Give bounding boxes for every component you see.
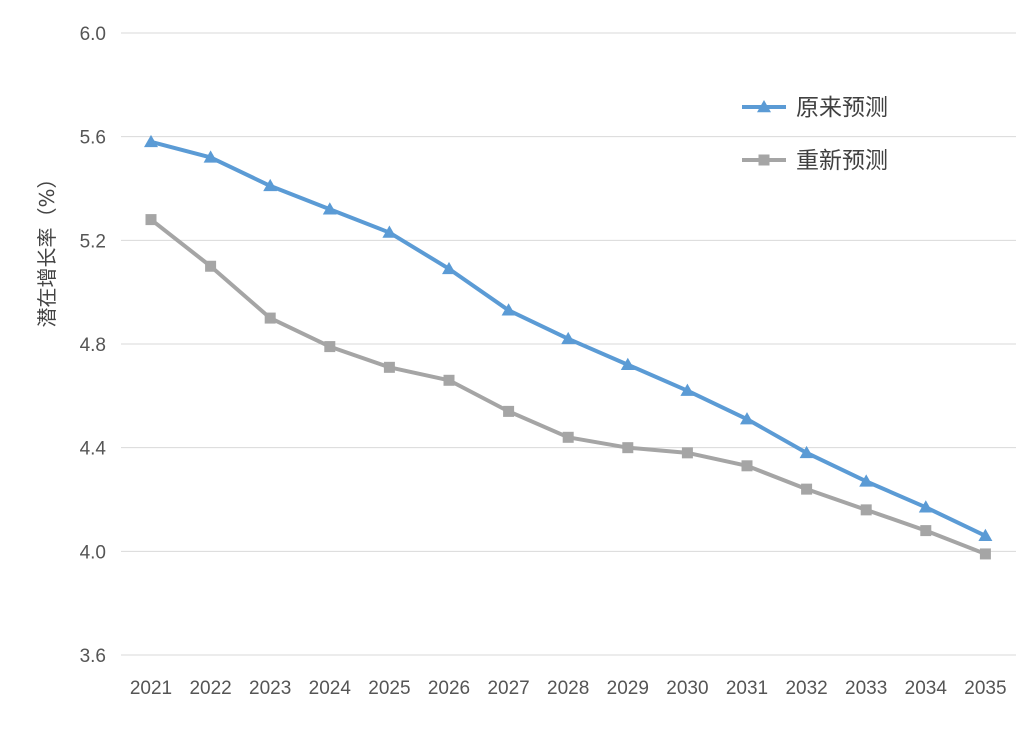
x-tick-label: 2034: [905, 678, 948, 699]
data-point: [263, 178, 278, 192]
data-point: [620, 357, 635, 370]
data-point: [203, 150, 218, 163]
data-point: [264, 312, 276, 324]
data-point: [740, 412, 754, 425]
y-tick-label: 3.6: [80, 646, 106, 667]
y-axis-ticks: 3.6 4.0 4.4 4.8 5.2 5.6 6.0: [80, 24, 107, 667]
x-tick-label: 2029: [607, 678, 649, 699]
data-point: [622, 442, 634, 454]
x-tick-label: 2032: [785, 678, 827, 699]
data-point: [443, 374, 455, 386]
data-point: [501, 303, 516, 316]
x-tick-label: 2035: [964, 678, 1006, 699]
data-point: [799, 445, 814, 459]
x-tick-label: 2023: [249, 678, 291, 699]
x-tick-label: 2024: [309, 678, 352, 699]
legend-label: 重新预测: [796, 148, 888, 174]
x-tick-label: 2026: [428, 678, 470, 699]
data-point: [382, 225, 397, 238]
legend-entry: 原来预测: [742, 95, 888, 121]
y-tick-label: 4.4: [80, 439, 107, 460]
data-point: [145, 214, 157, 226]
x-tick-label: 2021: [130, 678, 172, 699]
legend-entry: 重新预测: [742, 148, 888, 174]
series-2: [145, 214, 991, 560]
data-point: [681, 447, 693, 459]
data-point: [680, 383, 695, 396]
data-point: [741, 460, 753, 472]
data-point: [561, 331, 576, 345]
y-tick-label: 5.2: [80, 231, 106, 252]
x-tick-label: 2028: [547, 678, 589, 699]
data-point: [324, 341, 336, 353]
data-point: [979, 548, 991, 560]
data-point: [322, 202, 337, 215]
x-axis-ticks: 2021 2022 2023 2024 2025 2026 2027 2028 2029 2030…: [130, 678, 1007, 699]
y-axis-label: 潜在增长率（%）: [35, 168, 59, 327]
data-point: [383, 361, 395, 373]
series-1: [144, 134, 993, 542]
x-tick-label: 2027: [487, 678, 529, 699]
data-point: [918, 500, 933, 513]
legend-marker: [757, 100, 771, 113]
data-point: [801, 483, 813, 495]
x-tick-label: 2030: [666, 678, 708, 699]
data-point: [205, 260, 217, 272]
y-tick-label: 4.8: [80, 335, 106, 356]
y-tick-label: 6.0: [80, 24, 106, 45]
data-point: [860, 504, 872, 516]
x-tick-label: 2033: [845, 678, 887, 699]
y-tick-label: 4.0: [80, 542, 106, 563]
legend-label: 原来预测: [796, 95, 888, 121]
gridlines: [121, 32, 1016, 656]
data-point: [978, 528, 993, 542]
data-point: [859, 474, 874, 487]
legend-marker: [758, 154, 770, 166]
data-point: [562, 431, 574, 443]
x-tick-label: 2022: [189, 678, 231, 699]
data-point: [442, 261, 456, 275]
x-tick-label: 2025: [368, 678, 410, 699]
data-point: [144, 134, 158, 148]
series-layer: [144, 134, 993, 560]
y-tick-label: 5.6: [80, 128, 106, 149]
data-point: [503, 405, 515, 417]
data-point: [920, 525, 932, 537]
series-line: [149, 217, 988, 556]
x-tick-label: 2031: [726, 678, 768, 699]
